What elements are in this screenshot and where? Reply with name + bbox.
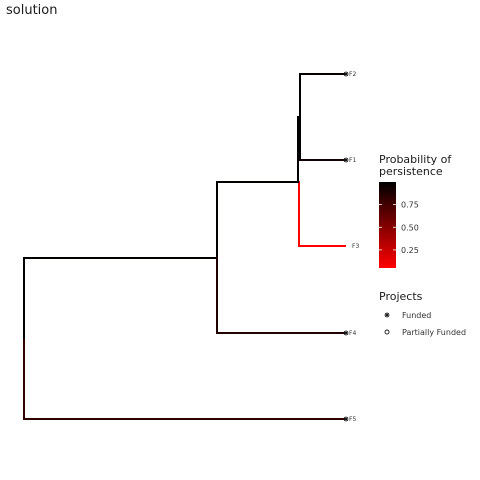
color-legend: Probability of persistence 0.75 0.50 0.25 [379, 153, 452, 268]
tip-marker-F4 [343, 330, 349, 336]
tip-label-F4: F4 [349, 330, 356, 337]
tree-branches [23, 73, 346, 420]
tip-marker-F5 [343, 416, 349, 422]
shape-legend-label: Partially Funded [402, 328, 466, 337]
shape-legend-label: Funded [402, 311, 431, 320]
color-legend-ticks: 0.75 0.50 0.25 [379, 201, 419, 255]
tip-markers: F2 F1 F3 F4 F5 [343, 71, 359, 423]
tip-marker-F2 [343, 71, 349, 77]
shape-legend-circle-icon [384, 329, 390, 335]
shape-legend-items: Funded Partially Funded [384, 311, 466, 337]
color-legend-tick-label: 0.50 [401, 223, 419, 232]
tip-label-F1: F1 [349, 157, 356, 164]
shape-legend-title: Projects [379, 290, 423, 303]
tip-label-F2: F2 [349, 71, 356, 78]
tip-label-F3: F3 [352, 243, 359, 250]
color-legend-tick-label: 0.75 [401, 201, 419, 210]
color-legend-bar [379, 182, 396, 268]
tip-label-F5: F5 [349, 416, 356, 423]
shape-legend-asterisk-icon [384, 312, 390, 318]
color-legend-tick-label: 0.25 [401, 246, 419, 255]
color-legend-title-line2: persistence [379, 165, 443, 178]
tip-marker-F1 [343, 157, 349, 163]
color-legend-title-line1: Probability of [379, 153, 452, 166]
chart-title: solution [6, 3, 57, 18]
shape-legend: Projects Funded Partially Funded [379, 290, 466, 337]
